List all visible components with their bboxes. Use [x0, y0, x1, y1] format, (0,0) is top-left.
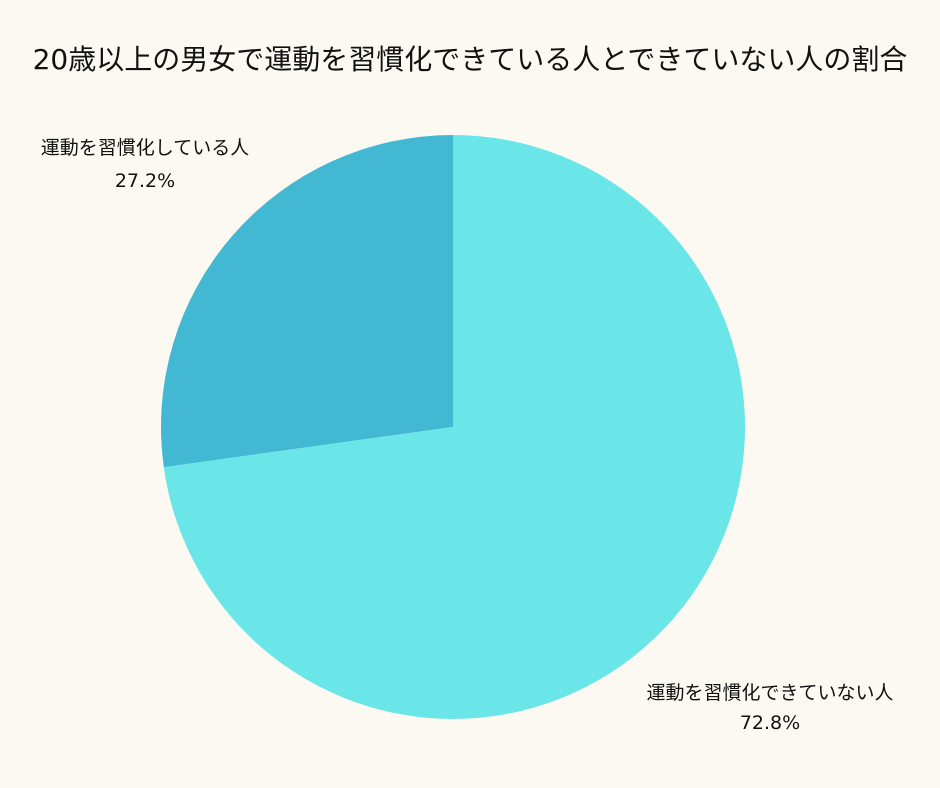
pie-slice-1 — [161, 135, 453, 468]
pie-slice-2 — [163, 134, 746, 719]
slice-label-1-value: 27.2% — [115, 170, 175, 192]
pie-slices — [161, 134, 746, 719]
slice-label-1: 運動を習慣化している人 27.2% — [41, 137, 249, 192]
slice-label-2-value: 72.8% — [740, 712, 800, 734]
chart-title: 20歳以上の男女で運動を習慣化できている人とできていない人の割合 — [32, 43, 908, 76]
slice-label-2-name: 運動を習慣化できていない人 — [646, 682, 893, 704]
slice-label-2: 運動を習慣化できていない人 72.8% — [646, 682, 893, 734]
slice-label-1-name: 運動を習慣化している人 — [41, 137, 249, 159]
